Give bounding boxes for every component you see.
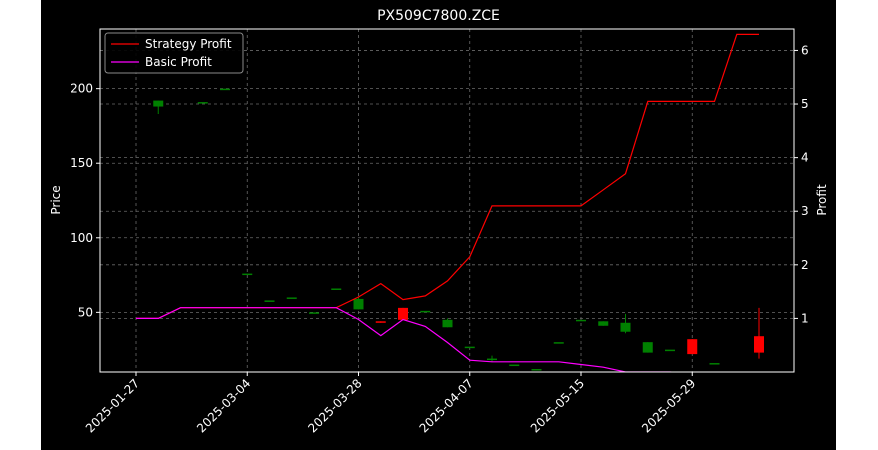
candle-11 xyxy=(375,321,386,323)
right-tick-label-4: 4 xyxy=(801,151,809,165)
left-tick-label-50: 50 xyxy=(78,305,93,319)
legend-label-basic-profit: Basic Profit xyxy=(145,55,212,69)
candle-1 xyxy=(153,100,164,115)
right-tick-label-3: 3 xyxy=(801,204,809,218)
right-tick-label-6: 6 xyxy=(801,43,809,57)
candle-body-4 xyxy=(220,88,230,91)
chart-svg: PX509C7800.ZCE 50 100 150 200 1 2 3 4 5 6 2025-0… xyxy=(49,8,829,435)
chart-figure: PX509C7800.ZCE 50 100 150 200 1 2 3 4 5 6 2025-0… xyxy=(41,0,836,450)
candlestick-layer xyxy=(153,88,764,371)
left-tick-label-150: 150 xyxy=(70,156,93,170)
candle-28 xyxy=(754,307,764,359)
plot-frame xyxy=(99,28,795,373)
x-tick-label-2: 2025-03-28 xyxy=(305,376,364,435)
legend-box xyxy=(104,32,244,74)
x-tick-label-4: 2025-05-15 xyxy=(528,376,587,435)
right-tick-label-2: 2 xyxy=(801,258,809,272)
chart-title: PX509C7800.ZCE xyxy=(377,8,500,24)
candle-7 xyxy=(286,297,297,299)
candle-body-6 xyxy=(264,300,275,302)
candle-body-20 xyxy=(576,319,586,322)
candle-26 xyxy=(709,363,720,365)
candle-body-23 xyxy=(642,342,653,353)
candle-3 xyxy=(197,102,208,104)
candle-body-15 xyxy=(464,346,475,349)
candle-9 xyxy=(331,288,342,290)
candle-21 xyxy=(598,321,609,326)
candle-4 xyxy=(220,88,230,91)
candle-5 xyxy=(242,273,253,276)
legend-label-strategy-profit: Strategy Profit xyxy=(145,37,232,51)
candle-16 xyxy=(487,355,497,362)
left-tick-label-200: 200 xyxy=(70,82,93,96)
candle-body-13 xyxy=(420,310,431,313)
candle-14 xyxy=(442,318,453,328)
candle-body-22 xyxy=(620,322,631,332)
candle-body-7 xyxy=(286,297,297,299)
candle-22 xyxy=(620,313,631,334)
candle-23 xyxy=(642,342,653,353)
candle-body-24 xyxy=(665,349,675,352)
candle-body-21 xyxy=(598,321,609,326)
y-axis-left-label: Price xyxy=(49,185,63,214)
candle-20 xyxy=(576,319,586,322)
candle-body-9 xyxy=(331,288,342,290)
candle-12 xyxy=(398,307,408,320)
candle-body-26 xyxy=(709,363,720,365)
candle-8 xyxy=(309,312,319,314)
candle-body-1 xyxy=(153,100,164,107)
left-axis-ticks: 50 100 150 200 xyxy=(70,82,100,319)
candle-13 xyxy=(420,310,431,313)
candle-body-10 xyxy=(353,298,364,310)
candle-24 xyxy=(665,349,675,352)
right-tick-label-1: 1 xyxy=(801,311,809,325)
candle-body-12 xyxy=(398,307,408,320)
x-tick-label-5: 2025-05-29 xyxy=(639,376,698,435)
candle-15 xyxy=(464,346,475,349)
x-tick-label-3: 2025-04-07 xyxy=(417,376,476,435)
candle-body-14 xyxy=(442,319,453,328)
candle-6 xyxy=(264,300,275,302)
x-axis-ticks: 2025-01-27 2025-03-04 2025-03-28 2025-04-07… xyxy=(83,372,698,435)
candle-10 xyxy=(353,297,364,310)
legend: Strategy Profit Basic Profit xyxy=(104,32,244,74)
right-tick-label-5: 5 xyxy=(801,97,809,111)
series-line-basic-profit xyxy=(136,307,679,372)
x-tick-label-0: 2025-01-27 xyxy=(83,376,142,435)
series-line-strategy-profit xyxy=(136,33,759,319)
candle-body-28 xyxy=(754,336,764,353)
candle-17 xyxy=(509,364,520,367)
candle-body-5 xyxy=(242,273,253,276)
candle-body-18 xyxy=(531,369,542,371)
candle-18 xyxy=(531,369,542,371)
x-tick-label-1: 2025-03-04 xyxy=(194,376,253,435)
candle-body-19 xyxy=(553,342,564,344)
candle-body-16 xyxy=(487,358,497,361)
candle-19 xyxy=(553,342,564,344)
candle-body-25 xyxy=(687,339,698,355)
candle-body-11 xyxy=(375,321,386,323)
profit-lines-layer xyxy=(136,33,759,372)
candle-body-17 xyxy=(509,364,520,367)
candle-body-8 xyxy=(309,312,319,314)
y-axis-right-label: Profit xyxy=(815,184,829,216)
left-tick-label-100: 100 xyxy=(70,231,93,245)
candle-25 xyxy=(687,339,698,355)
right-axis-ticks: 1 2 3 4 5 6 xyxy=(794,43,809,325)
candle-body-3 xyxy=(197,102,208,104)
